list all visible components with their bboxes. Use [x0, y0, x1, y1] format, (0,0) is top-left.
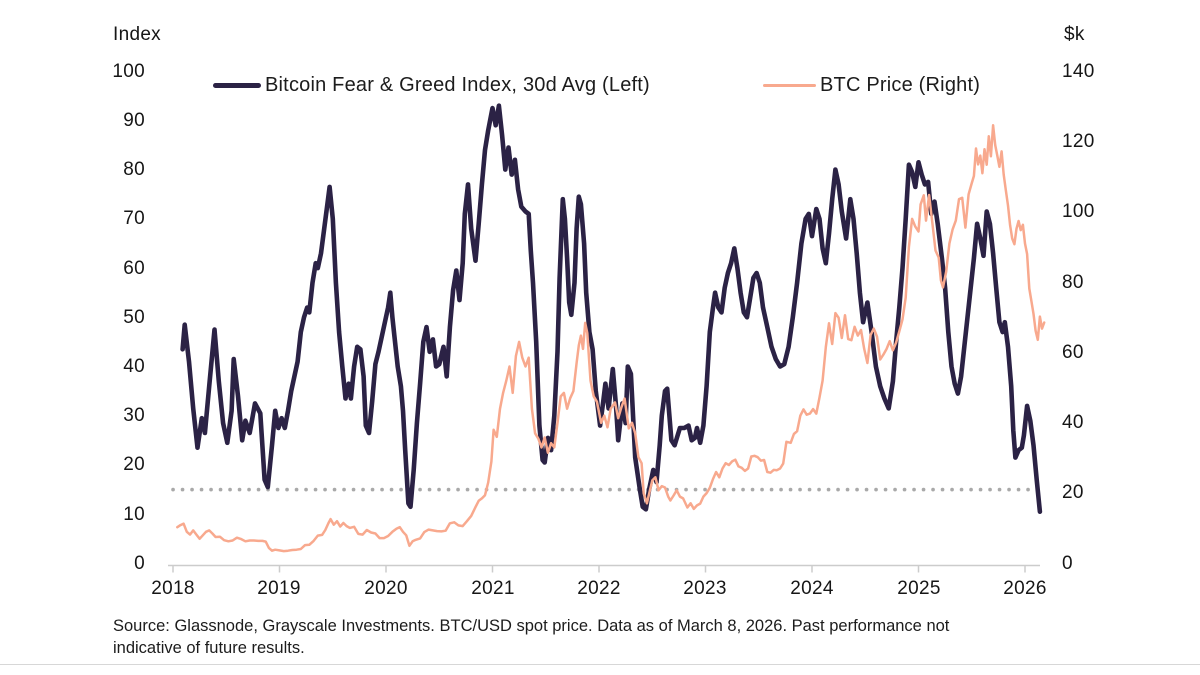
- legend-item-btc-price: BTC Price (Right): [763, 74, 980, 97]
- right-axis-tick: 0: [1062, 553, 1073, 574]
- left-axis-tick: 70: [123, 208, 145, 229]
- x-axis-tick: 2018: [151, 578, 195, 599]
- right-axis-tick: 40: [1062, 412, 1084, 433]
- left-axis-tick: 60: [123, 258, 145, 279]
- x-axis-tick: 2021: [471, 578, 515, 599]
- source-note-line2: indicative of future results.: [113, 638, 305, 657]
- right-axis-tick: 80: [1062, 272, 1084, 293]
- left-axis-tick: 80: [123, 159, 145, 180]
- x-axis-tick: 2025: [897, 578, 941, 599]
- source-note-line1: Source: Glassnode, Grayscale Investments…: [113, 617, 950, 635]
- right-axis-tick: 60: [1062, 342, 1084, 363]
- source-note: Source: Glassnode, Grayscale Investments…: [113, 616, 1113, 659]
- x-axis-tick: 2024: [790, 578, 834, 599]
- fear-greed-line-swatch-icon: [213, 83, 261, 88]
- left-axis-tick: 30: [123, 405, 145, 426]
- left-axis-tick: 90: [123, 110, 145, 131]
- x-axis-tick: 2019: [257, 578, 301, 599]
- right-axis-tick: 100: [1062, 201, 1095, 222]
- left-axis-tick: 0: [134, 553, 145, 574]
- left-axis-tick: 100: [112, 61, 145, 82]
- right-axis-tick: 120: [1062, 131, 1095, 152]
- x-axis-tick: 2023: [683, 578, 727, 599]
- legend-label: BTC Price (Right): [820, 74, 981, 96]
- left-axis-tick: 50: [123, 307, 145, 328]
- left-axis-tick: 10: [123, 504, 145, 525]
- x-axis-tick: 2022: [577, 578, 621, 599]
- left-axis-tick: 20: [123, 454, 145, 475]
- right-axis-tick: 140: [1062, 61, 1095, 82]
- left-axis-tick: 40: [123, 356, 145, 377]
- legend-label: Bitcoin Fear & Greed Index, 30d Avg (Lef…: [265, 74, 650, 96]
- right-axis-tick: 20: [1062, 482, 1084, 503]
- legend-item-fear-greed: Bitcoin Fear & Greed Index, 30d Avg (Lef…: [213, 74, 650, 97]
- x-axis-tick: 2026: [1003, 578, 1047, 599]
- bottom-divider: [0, 664, 1200, 665]
- right-axis-title: $k: [1064, 24, 1085, 45]
- left-axis-title: Index: [113, 24, 161, 45]
- x-axis-tick: 2020: [364, 578, 408, 599]
- btc-price-line-swatch-icon: [763, 84, 816, 87]
